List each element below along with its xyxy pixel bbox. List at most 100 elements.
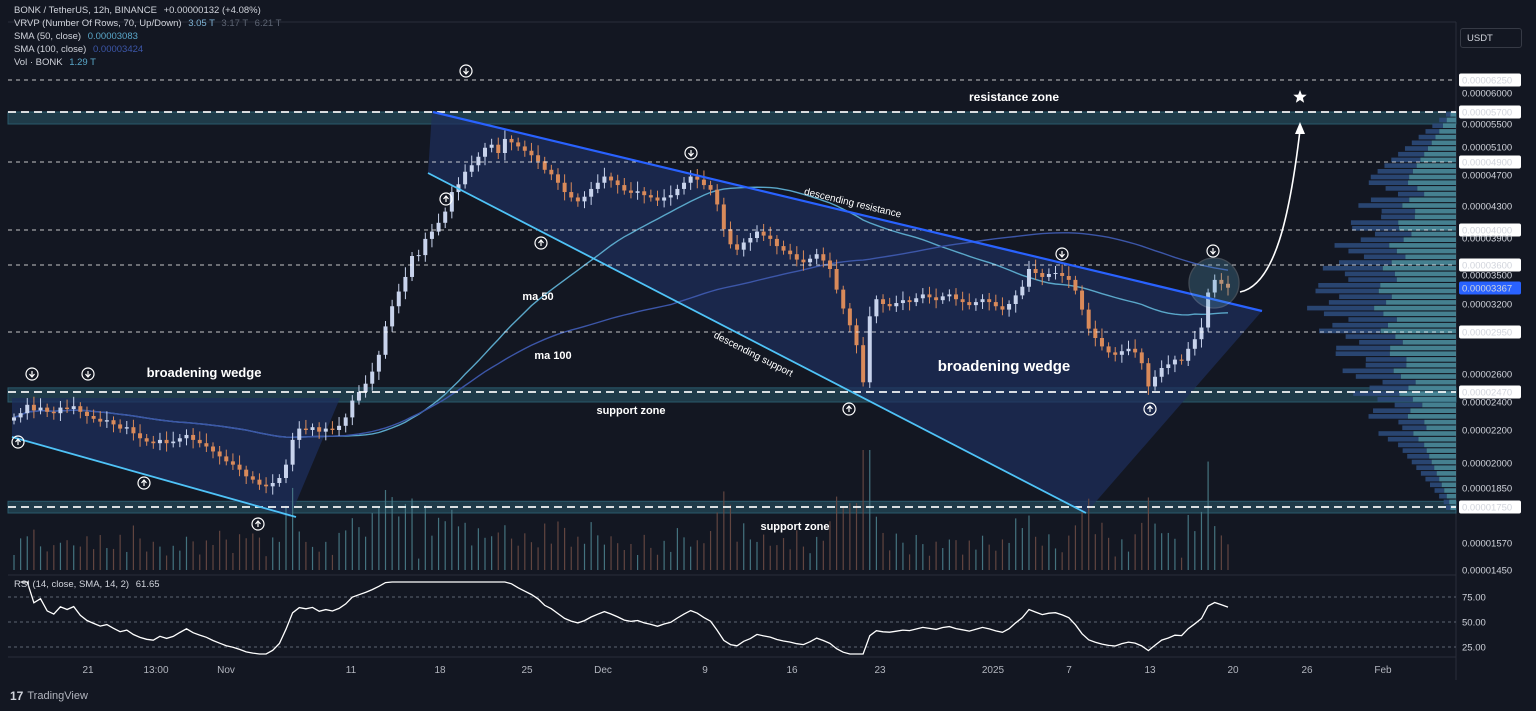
vrvp-bar-down	[1307, 305, 1375, 311]
vrvp-bar-down	[1446, 505, 1451, 510]
candles-layer	[12, 130, 1230, 495]
candle-body	[721, 204, 726, 230]
vrvp-bar-down	[1353, 391, 1400, 396]
candle-body	[808, 258, 813, 263]
candle-body	[1007, 304, 1012, 310]
candle-body	[715, 189, 720, 205]
marker-head	[1147, 405, 1153, 410]
vrvp-bar-up	[1441, 482, 1456, 488]
candle-body	[264, 484, 269, 487]
marker-ring	[459, 64, 473, 78]
candle-body	[801, 259, 806, 263]
marker-head	[688, 152, 694, 157]
level-price-tag	[1459, 155, 1521, 169]
support-zone-label-lower: support zone	[760, 521, 829, 533]
vrvp-bar-up	[1389, 351, 1456, 356]
marker-head	[29, 373, 35, 378]
time-axis-label: 23	[874, 665, 886, 676]
vol-label: Vol · BONK	[14, 57, 63, 68]
candle-body	[1219, 279, 1224, 284]
candle-body	[1172, 359, 1177, 365]
legend-symbol[interactable]: BONK / TetherUS, 12h, BINANCE +0.0000013…	[14, 5, 261, 16]
vrvp-bar-down	[1398, 151, 1425, 157]
candle-body	[257, 479, 262, 485]
candle-body	[887, 304, 892, 307]
candle-body	[463, 171, 468, 185]
candle-body	[728, 229, 733, 245]
candle-body	[927, 294, 932, 298]
vrvp-bar-up	[1398, 220, 1456, 225]
candle-body	[217, 451, 222, 457]
legend-vrvp[interactable]: VRVP (Number Of Rows, 70, Up/Down) 3.05 …	[14, 18, 281, 29]
candle-body	[12, 417, 16, 421]
candle-body	[569, 192, 574, 198]
vrvp-bar-up	[1435, 134, 1456, 140]
candle-body	[748, 238, 753, 243]
candle-body	[38, 407, 43, 411]
vrvp-bar-down	[1345, 334, 1396, 339]
vrvp-bar-up	[1413, 431, 1456, 436]
candle-body	[542, 161, 547, 170]
vrvp-bar-down	[1352, 226, 1399, 231]
marker-ring	[25, 367, 39, 381]
vrvp-bar-up	[1410, 408, 1456, 413]
legend-rsi[interactable]: RSI (14, close, SMA, 14, 2) 61.65	[14, 579, 160, 590]
vrvp-bar-up	[1408, 180, 1456, 185]
candle-body	[1126, 348, 1131, 352]
legend-sma100[interactable]: SMA (100, close) 0.00003424	[14, 44, 143, 55]
candle-body	[741, 242, 746, 250]
candle-body	[1026, 269, 1031, 287]
price-axis-label: 0.00005700	[1462, 108, 1512, 119]
candle-body	[164, 439, 169, 444]
candle-body	[1000, 306, 1005, 310]
vrvp-bar-down	[1332, 322, 1389, 328]
left-support-line	[11, 436, 297, 518]
candle-body	[350, 400, 355, 418]
vrvp-bar-up	[1406, 362, 1456, 368]
arrow-up-icon	[11, 435, 25, 449]
level-price-tag	[1459, 223, 1521, 237]
candle-body	[423, 238, 428, 256]
vrvp-bar-down	[1378, 431, 1414, 436]
ma50-label: ma 50	[522, 291, 553, 303]
candle-body	[237, 464, 242, 470]
candle-body	[1106, 346, 1111, 353]
legend-sma50[interactable]: SMA (50, close) 0.00003083	[14, 31, 138, 42]
candle-body	[907, 300, 912, 303]
candle-body	[330, 428, 335, 430]
marker-head	[1210, 250, 1216, 255]
candle-body	[954, 294, 959, 300]
time-axis-label: 2025	[982, 665, 1005, 676]
vrvp-bar-up	[1446, 493, 1456, 499]
marker-head	[255, 520, 261, 525]
vrvp-bar-down	[1344, 271, 1395, 277]
candle-body	[1146, 363, 1151, 387]
vrvp-bar-up	[1395, 334, 1456, 339]
candle-body	[58, 407, 63, 414]
price-axis-label: 0.00006000	[1462, 89, 1512, 100]
candle-body	[476, 156, 481, 166]
vrvp-bar-down	[1385, 186, 1418, 191]
currency-selector[interactable]: USDT	[1460, 28, 1522, 48]
vrvp-bar-up	[1408, 385, 1456, 391]
current-price-tag	[1459, 281, 1521, 295]
tradingview-logo[interactable]: 17 TradingView	[10, 689, 88, 703]
vrvp-bar-up	[1424, 419, 1456, 425]
candle-body	[191, 434, 196, 440]
vrvp-bar-down	[1430, 482, 1442, 488]
candle-body	[575, 197, 580, 202]
candle-body	[18, 413, 23, 418]
candle-body	[370, 371, 375, 384]
candle-body	[582, 196, 587, 202]
arrow-up-icon	[439, 192, 453, 206]
price-axis-label: 0.00001750	[1462, 503, 1512, 514]
arrow-markers	[11, 64, 1220, 531]
vrvp-bar-up	[1426, 448, 1456, 453]
target-arrow-path	[1239, 129, 1301, 293]
vrvp-bar-up	[1411, 231, 1456, 237]
legend-volume[interactable]: Vol · BONK 1.29 T	[14, 57, 96, 68]
candle-body	[536, 155, 541, 162]
vrvp-bar-up	[1380, 328, 1456, 334]
vrvp-bar-down	[1342, 368, 1394, 374]
